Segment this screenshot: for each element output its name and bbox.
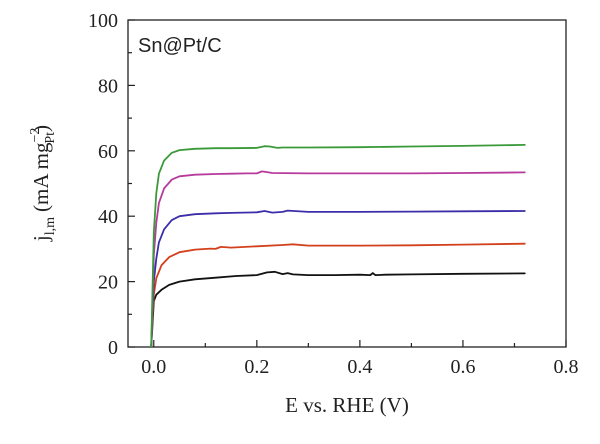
y-axis-title-mg-subscript: Pt	[43, 132, 58, 144]
y-axis-ticks: 0 20 40 60 80 100	[88, 10, 135, 359]
series-line-3	[150, 209, 526, 348]
x-tick-label: 0.4	[347, 356, 372, 378]
x-tick-label: 0.0	[141, 356, 166, 378]
y-axis-title-j-subscript: l,m	[43, 217, 58, 235]
y-tick-label: 20	[98, 272, 118, 294]
y-tick-label: 0	[108, 337, 118, 359]
plot-frame	[127, 19, 567, 348]
x-tick-label: 0.2	[244, 356, 269, 378]
y-tick-label: 80	[98, 75, 118, 97]
x-tick-label: 0.6	[450, 356, 475, 378]
y-axis-title-mg-superscript: −2	[28, 128, 43, 143]
chart-annotation: Sn@Pt/C	[138, 35, 222, 57]
x-axis-ticks: 0.0 0.2 0.4 0.6 0.8	[141, 340, 579, 378]
series-line-5	[150, 144, 526, 348]
series-line-1	[150, 270, 526, 348]
y-tick-label: 100	[88, 10, 118, 32]
y-axis-title-unit-close: )	[29, 125, 53, 132]
y-axis-title: jl,m (mA mg−2Pt)	[28, 125, 58, 242]
x-axis-title: E vs. RHE (V)	[285, 393, 409, 417]
y-axis-title-unit-open: (mA mg	[29, 142, 53, 212]
series-line-2	[150, 242, 526, 348]
series-group	[150, 144, 526, 348]
x-tick-label: 0.8	[554, 356, 579, 378]
y-tick-label: 60	[98, 141, 118, 163]
y-axis-title-j: j	[29, 235, 53, 242]
series-line-4	[150, 170, 526, 348]
y-tick-label: 40	[98, 206, 118, 228]
